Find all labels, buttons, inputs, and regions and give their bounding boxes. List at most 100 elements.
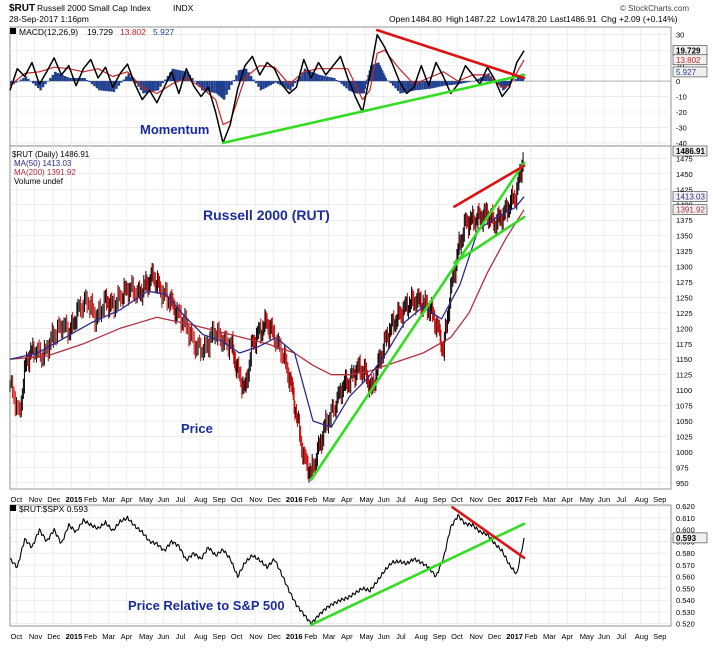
macd-histogram-bar (56, 72, 59, 82)
macd-histogram-bar (27, 78, 30, 82)
macd-histogram-bar (68, 78, 72, 82)
macd-histogram-bar (24, 76, 28, 82)
macd-histogram-bar (409, 81, 412, 92)
price-xaxis-label: Mar (102, 495, 115, 504)
relative-xaxis-label: Feb (525, 632, 538, 641)
macd-histogram-bar (149, 81, 152, 92)
relative-xaxis-label: May (359, 632, 373, 641)
macd-histogram-bar (338, 81, 341, 83)
macd-histogram-bar (247, 72, 250, 82)
macd-histogram-bar (433, 81, 436, 88)
macd-histogram-bar (293, 81, 297, 84)
price-xaxis-label: Jul (396, 495, 406, 504)
macd-histogram-bar (342, 81, 346, 87)
macd-histogram-bar (227, 81, 231, 90)
macd-ytick-label: 0 (676, 77, 680, 86)
macd-histogram-bar (122, 79, 126, 82)
macd-histogram-bar (134, 81, 138, 84)
macd-histogram-bar (10, 81, 13, 86)
price-legend-text: $RUT (Daily) 1486.91 (12, 150, 90, 159)
macd-histogram-bar (313, 72, 316, 82)
macd-histogram-bar (443, 81, 446, 86)
low-label: Low (500, 14, 516, 24)
macd-histogram-bar (389, 81, 392, 84)
relative-line (9, 513, 525, 627)
chg-label: Chg (601, 14, 617, 24)
macd-histogram-bar (78, 78, 81, 82)
macd-histogram-bar (115, 81, 118, 89)
macd-histogram-bar (235, 75, 238, 82)
macd-histogram-bar (98, 81, 101, 91)
macd-histogram-bar (252, 79, 255, 82)
macd-histogram-bar (340, 81, 343, 85)
macd-histogram-bar (242, 69, 245, 82)
ma50-line (9, 196, 525, 428)
macd-ytick-label: 10 (676, 62, 684, 71)
price-ytick-label: 1300 (676, 263, 693, 272)
price-xaxis-label: Oct (11, 495, 24, 504)
price-xaxis-label: May (359, 495, 373, 504)
macd-histogram-bar (320, 75, 324, 82)
macd-histogram-bar (511, 80, 515, 82)
macd-histogram-bar (303, 68, 307, 82)
macd-histogram-bar (264, 81, 268, 88)
macd-histogram-bar (482, 75, 485, 82)
relative-legend: $RUT:$SPX 0.593 (10, 504, 88, 514)
price-ytick-label: 1175 (676, 340, 692, 349)
relative-xaxis-label: 2016 (286, 632, 303, 641)
macd-histogram-bar (110, 81, 113, 92)
relative-ytick-label: 0.620 (676, 502, 695, 511)
macd-histogram-bar (262, 81, 265, 90)
macd-histogram-bar (222, 81, 226, 100)
macd-histogram-bar (17, 81, 20, 82)
relative-xaxis-label: Oct (231, 632, 244, 641)
macd-legend-text: MACD(12,26,9) (19, 27, 78, 37)
relative-xaxis-label: Dec (488, 632, 502, 641)
relative-xaxis-label: Jun (598, 632, 610, 641)
macd-histogram-bar (76, 78, 79, 82)
macd-ytick-label: -10 (676, 93, 687, 102)
macd-histogram-bar (487, 73, 490, 82)
macd-histogram-bar (269, 81, 272, 86)
macd-histogram-bar (472, 81, 476, 82)
macd-histogram-bar (387, 80, 390, 82)
price-ytick-label: 1375 (676, 216, 693, 225)
macd-histogram-bar (318, 74, 321, 82)
price-ytick-label: 1350 (676, 232, 693, 241)
macd-histogram-bar (164, 79, 167, 82)
macd-histogram-bar (298, 75, 302, 82)
macd-histogram-bar (453, 81, 456, 85)
macd-histogram-bar (267, 81, 270, 87)
macd-histogram-bar (161, 81, 165, 84)
macd-histogram-bar (200, 81, 204, 91)
price-last-value-box (672, 204, 708, 216)
relative-ytick-label: 0.560 (676, 573, 695, 582)
macd-histogram-bar (431, 81, 434, 89)
macd-histogram-bar (147, 81, 150, 93)
price-last-value-box (672, 145, 708, 157)
macd-histogram-bar (58, 73, 62, 82)
momentum-annotation: Momentum (140, 122, 209, 137)
price-last-value-box (672, 191, 708, 202)
macd-histogram-bar (394, 81, 397, 89)
macd-histogram-bar (361, 81, 364, 94)
watermark: © StockCharts.com (620, 4, 689, 13)
price-xaxis-label: Sep (653, 495, 666, 504)
macd-histogram-bar (366, 79, 369, 82)
macd-histogram-bar (396, 81, 400, 91)
price-xaxis-label: May (580, 495, 594, 504)
price-ytick-label: 1325 (676, 247, 693, 256)
macd-histogram-bar (378, 65, 381, 82)
macd-histogram-bar (353, 81, 357, 93)
price-xaxis-label: Feb (84, 495, 97, 504)
price-xaxis-label: 2017 (506, 495, 523, 504)
macd-histogram-bar (221, 81, 225, 99)
macd-last-value-box (672, 54, 708, 66)
macd-histogram-bar (125, 76, 128, 82)
price-xaxis-label: Nov (470, 495, 484, 504)
macd-histogram-bar (178, 70, 182, 82)
macd-histogram-bar (191, 78, 194, 82)
macd-legend-macd: 19.729 (87, 27, 113, 37)
macd-histogram-bar (274, 81, 277, 83)
